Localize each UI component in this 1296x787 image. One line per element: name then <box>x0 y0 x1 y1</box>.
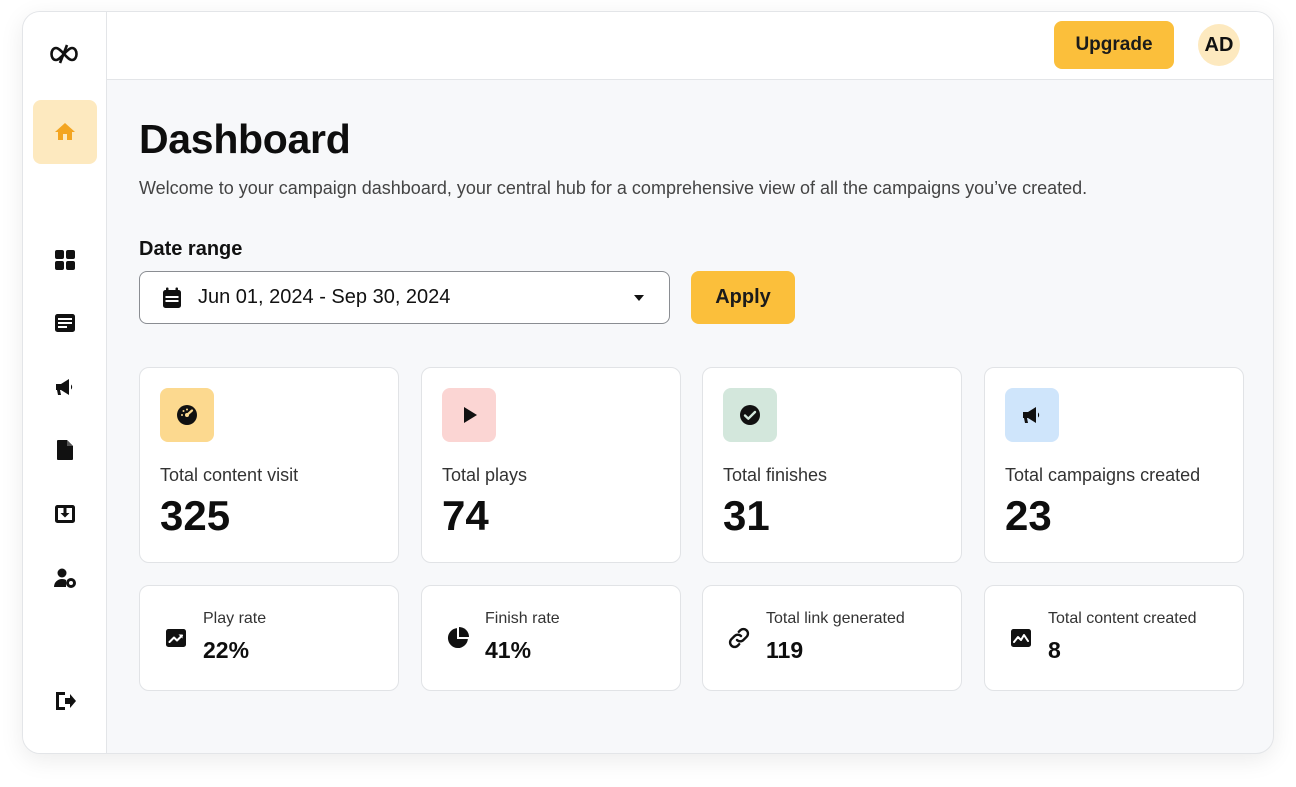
metric-value: 8 <box>1048 637 1061 663</box>
sidebar-item-user-settings[interactable] <box>33 546 97 610</box>
stat-icon-badge <box>160 388 214 442</box>
date-range-value: Jun 01, 2024 - Sep 30, 2024 <box>198 286 451 308</box>
stat-label: Total content visit <box>160 465 299 485</box>
page-subtitle: Welcome to your campaign dashboard, your… <box>139 178 1088 198</box>
logout-icon <box>56 692 76 710</box>
megaphone-icon <box>56 379 73 395</box>
home-icon <box>55 123 75 140</box>
play-icon <box>464 407 477 423</box>
grid-icon <box>55 250 75 270</box>
sidebar-item-content[interactable] <box>33 291 97 355</box>
app-window: Upgrade AD Dashboard Welcome to your cam… <box>22 11 1274 754</box>
stat-value: 23 <box>1005 492 1052 539</box>
file-icon <box>57 440 73 460</box>
metric-card-finish-rate: Finish rate 41% <box>421 585 681 691</box>
main-content: Dashboard Welcome to your campaign dashb… <box>107 80 1273 753</box>
stat-icon-badge <box>723 388 777 442</box>
metric-label: Total content created <box>1048 610 1197 627</box>
metric-card-links-generated: Total link generated 119 <box>702 585 962 691</box>
sidebar-item-home[interactable] <box>33 100 97 164</box>
stat-value: 325 <box>160 492 231 539</box>
speedometer-icon <box>177 405 197 425</box>
stat-card-content-visit: Total content visit 325 <box>139 367 399 563</box>
image-chart-icon <box>1011 629 1031 647</box>
calendar-icon <box>163 287 181 308</box>
metric-card-content-created: Total content created 8 <box>984 585 1244 691</box>
metric-label: Total link generated <box>766 610 905 627</box>
check-circle-icon <box>740 405 760 425</box>
top-bar: Upgrade AD <box>107 12 1273 80</box>
upgrade-button[interactable]: Upgrade <box>1054 21 1174 69</box>
apply-button[interactable]: Apply <box>691 271 795 324</box>
avatar[interactable]: AD <box>1198 24 1240 66</box>
sidebar-item-downloads[interactable] <box>33 482 97 546</box>
sidebar-item-logout[interactable] <box>33 669 97 733</box>
sidebar-item-campaigns[interactable] <box>33 355 97 419</box>
article-icon <box>55 314 75 332</box>
stat-card-campaigns-created: Total campaigns created 23 <box>984 367 1244 563</box>
stat-card-finishes: Total finishes 31 <box>702 367 962 563</box>
sidebar-item-documents[interactable] <box>33 418 97 482</box>
date-range-select[interactable]: Jun 01, 2024 - Sep 30, 2024 <box>139 271 670 324</box>
pie-chart-icon <box>447 627 469 649</box>
stat-icon-badge <box>1005 388 1059 442</box>
chevron-down-icon <box>634 295 644 301</box>
megaphone-icon <box>1023 407 1040 423</box>
metric-label: Play rate <box>203 610 267 627</box>
stat-value: 74 <box>442 492 489 539</box>
stat-value: 31 <box>723 492 770 539</box>
link-icon <box>728 627 750 649</box>
stat-label: Total campaigns created <box>1005 465 1201 485</box>
page-title: Dashboard <box>139 116 351 162</box>
metric-label: Finish rate <box>485 610 560 627</box>
metric-card-play-rate: Play rate 22% <box>139 585 399 691</box>
stat-label: Total plays <box>442 465 528 485</box>
metric-value: 119 <box>766 637 804 663</box>
logo-icon[interactable] <box>47 44 81 64</box>
stat-icon-badge <box>442 388 496 442</box>
stat-card-plays: Total plays 74 <box>421 367 681 563</box>
user-gear-icon <box>54 568 76 588</box>
sidebar-item-dashboard[interactable] <box>33 228 97 292</box>
trending-up-icon <box>166 629 186 647</box>
metric-value: 22% <box>203 637 250 663</box>
metric-value: 41% <box>485 637 532 663</box>
date-range-label: Date range <box>139 238 243 260</box>
download-box-icon <box>55 505 75 523</box>
sidebar <box>23 12 107 753</box>
stat-label: Total finishes <box>723 465 828 485</box>
